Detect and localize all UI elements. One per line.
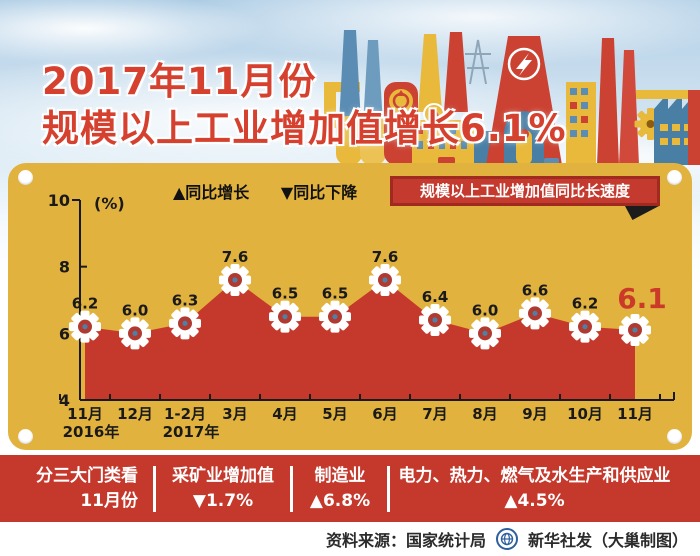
x-tick-label: 7月 — [422, 405, 447, 423]
chimney-red-tall2-icon — [619, 50, 639, 165]
rivet-icon — [667, 429, 682, 444]
band-item-value: ▲6.8% — [309, 490, 371, 511]
value-label: 6.0 — [122, 301, 149, 319]
band-item-utilities: 电力、热力、燃气及水生产和供应业 ▲4.5% — [393, 464, 700, 514]
x-tick-label: 5月 — [322, 405, 347, 423]
gear-marker-icon — [69, 310, 101, 343]
silo-yellow2-icon — [360, 116, 386, 165]
band-intro-line-1: 分三大门类看 — [36, 465, 138, 486]
x-tick-label: 1-2月 — [164, 405, 206, 423]
recycle-badge-icon — [389, 89, 413, 113]
legend-item-up: ▲同比增长 — [173, 183, 250, 202]
chart-legend: ▲同比增长 ▼同比下降 — [173, 179, 383, 203]
factory-skyline-illustration — [324, 30, 700, 165]
gear-marker-icon — [619, 314, 651, 346]
chimney-blue2-icon — [362, 40, 384, 142]
lightning-badge-icon — [507, 47, 541, 81]
year-label: 2016年 — [63, 423, 120, 441]
power-mast-icon — [465, 39, 491, 85]
silo-yellow-icon — [336, 116, 362, 165]
band-intro-line-2: 11月份 — [80, 490, 138, 511]
x-tick-label: 12月 — [117, 405, 153, 423]
value-label: 7.6 — [372, 248, 399, 266]
band-item-name: 电力、热力、燃气及水生产和供应业 — [398, 465, 671, 486]
band-item-value: ▼1.7% — [192, 490, 254, 511]
banner-text: 规模以上工业增加值同比长速度 — [419, 182, 630, 200]
band-item-value: ▲4.5% — [504, 490, 565, 511]
band-item-manufacturing: 制造业 ▲6.8% — [296, 464, 384, 514]
pipe-right-icon — [636, 90, 700, 165]
chart-title-banner: 规模以上工业增加值同比长速度 — [390, 176, 660, 206]
title-line-1: 2017年11月份 — [42, 60, 317, 103]
y-axis-unit: (%) — [94, 194, 125, 213]
x-tick-label: 8月 — [472, 405, 497, 423]
band-divider — [387, 465, 390, 512]
page-title: 2017年11月份 规模以上工业增加值增长6.1% — [42, 58, 567, 152]
x-tick-label: 10月 — [567, 405, 603, 423]
gear-marker-icon — [519, 297, 551, 330]
rivet-icon — [18, 429, 33, 444]
x-tick-label: 4月 — [272, 405, 297, 423]
value-label: 6.3 — [172, 291, 199, 309]
value-label: 6.2 — [572, 295, 599, 313]
x-tick-label: 11月 — [617, 405, 653, 423]
value-label: 6.4 — [422, 288, 449, 306]
growth-rate-area-chart: 4 6 8 10 (%) 6.2 6.0 6.3 7.6 6.5 6.5 7.6 6.4 6.0 6.6 6.… — [48, 191, 675, 441]
gear-marker-icon — [469, 317, 501, 350]
x-tick-label: 6月 — [372, 405, 397, 423]
x-tick-label: 11月 — [67, 405, 103, 423]
gear-marker-icon — [419, 304, 451, 336]
legend-item-down: ▼同比下降 — [280, 183, 358, 202]
gear-marker-icon — [269, 300, 301, 333]
gear-marker-icon — [119, 317, 151, 350]
band-divider — [290, 465, 293, 512]
gear-marker-icon — [569, 310, 601, 343]
value-label: 7.6 — [222, 248, 249, 266]
xinhua-logo-icon — [495, 528, 518, 550]
y-tick-label: 8 — [59, 258, 70, 277]
rivet-icon — [18, 170, 33, 185]
y-tick-label: 4 — [59, 391, 70, 410]
droplet-badge-icon — [423, 103, 445, 125]
year-label: 2017年 — [163, 423, 220, 441]
y-tick-label: 6 — [59, 324, 70, 343]
value-label: 6.0 — [472, 301, 499, 319]
gear-marker-icon — [369, 264, 401, 296]
chart-panel: 4 6 8 10 (%) 6.2 6.0 6.3 7.6 6.5 6.5 7.6 6.4 6.0 6.6 6.… — [8, 163, 692, 450]
category-band: 分三大门类看 11月份 采矿业增加值 ▼1.7% 制造业 ▲6.8% 电力、热力… — [0, 455, 700, 522]
footer: 资料来源：国家统计局 新华社发（大巢制图） — [326, 527, 688, 551]
gear-marker-icon — [219, 264, 251, 296]
value-label: 6.5 — [322, 285, 349, 303]
value-label: 6.2 — [72, 295, 99, 313]
band-intro: 分三大门类看 11月份 — [0, 464, 150, 514]
source-text: 资料来源：国家统计局 — [325, 531, 486, 550]
band-item-name: 采矿业增加值 — [172, 465, 274, 486]
title-line-2: 规模以上工业增加值增长6.1% — [42, 107, 567, 150]
band-item-name: 制造业 — [314, 465, 366, 486]
x-tick-label: 9月 — [522, 405, 547, 423]
chimney-yellow-icon — [418, 34, 442, 112]
value-label: 6.6 — [522, 281, 549, 299]
gear-marker-icon — [169, 307, 201, 340]
y-tick-label: 10 — [48, 191, 70, 210]
vehicle-blue-icon — [544, 158, 559, 164]
rivet-icon — [667, 170, 682, 185]
area-series — [85, 280, 635, 399]
band-item-mining: 采矿业增加值 ▼1.7% — [159, 464, 287, 514]
credit-text: 新华社发（大巢制图） — [527, 531, 688, 550]
x-tick-label: 3月 — [222, 405, 247, 423]
chimney-red-tall-icon — [597, 38, 619, 165]
value-label-highlight: 6.1 — [617, 282, 667, 315]
value-label: 6.5 — [272, 285, 299, 303]
chimney-blue-icon — [338, 30, 362, 142]
capsule-icon — [516, 129, 532, 165]
chimney-red-icon — [444, 32, 468, 112]
tower-yellow-windows-icon — [566, 82, 596, 165]
vehicle-red-icon — [438, 157, 455, 164]
band-divider — [153, 465, 156, 512]
gear-marker-icon — [319, 300, 351, 333]
